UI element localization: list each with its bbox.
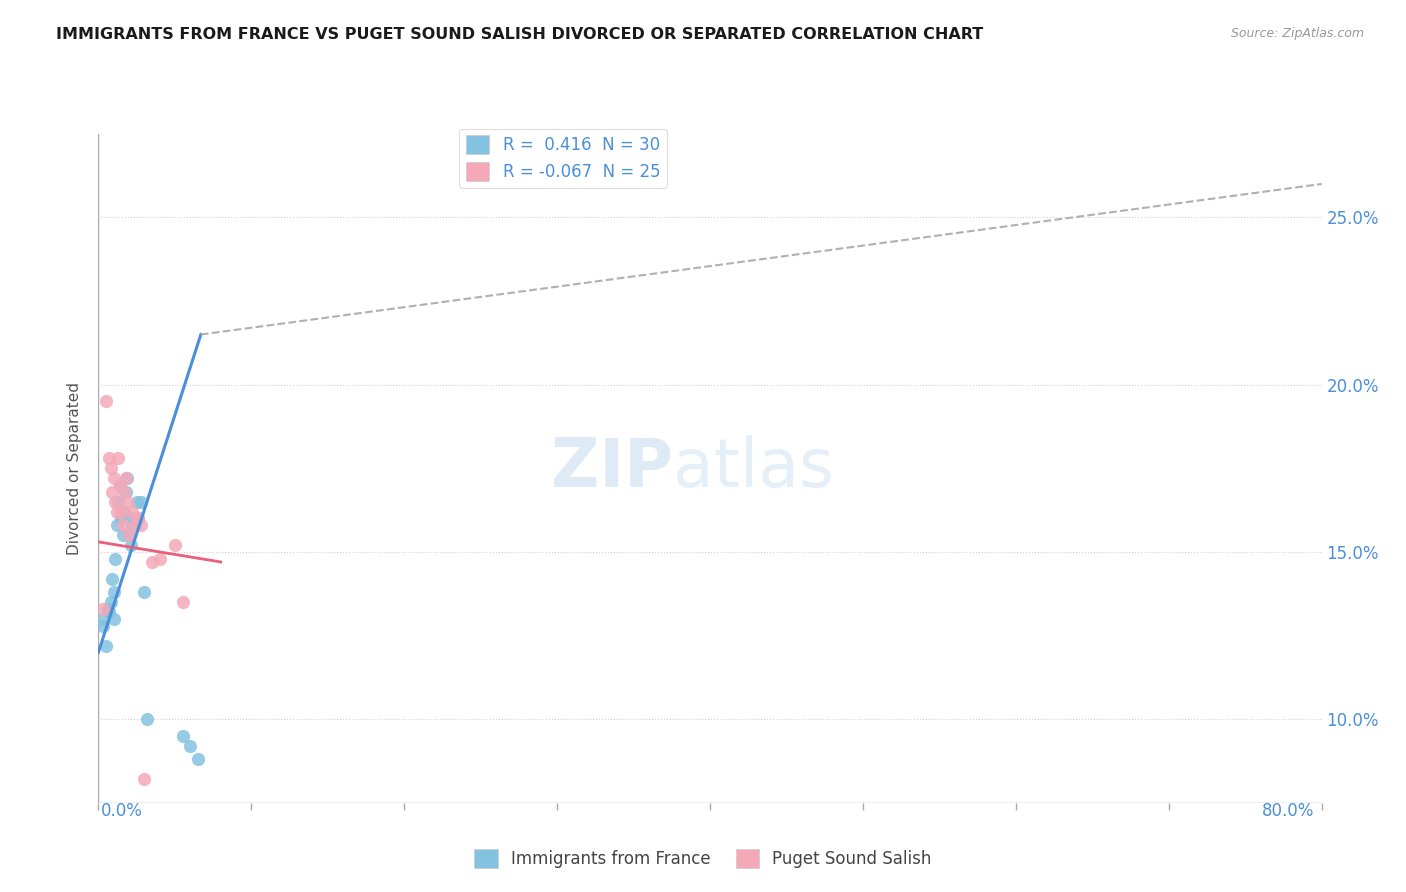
Point — [127, 511, 149, 525]
Legend: R =  0.416  N = 30, R = -0.067  N = 25: R = 0.416 N = 30, R = -0.067 N = 25 — [460, 128, 666, 187]
Point — [134, 585, 156, 599]
Point — [108, 478, 131, 492]
Point — [136, 712, 159, 726]
Point — [115, 471, 138, 485]
Point — [117, 494, 139, 508]
Text: atlas: atlas — [673, 435, 834, 501]
Point — [98, 605, 121, 619]
Text: 80.0%: 80.0% — [1263, 802, 1315, 820]
Point — [124, 518, 146, 533]
Point — [163, 538, 186, 552]
Text: Source: ZipAtlas.com: Source: ZipAtlas.com — [1230, 27, 1364, 40]
Point — [103, 612, 125, 626]
Point — [179, 739, 201, 753]
Text: 0.0%: 0.0% — [101, 802, 143, 820]
Y-axis label: Divorced or Separated: Divorced or Separated — [67, 382, 83, 555]
Point — [112, 484, 135, 499]
Point — [98, 451, 121, 466]
Point — [172, 729, 194, 743]
Point — [110, 505, 132, 519]
Point — [172, 595, 194, 609]
Point — [120, 538, 142, 552]
Point — [97, 601, 120, 615]
Point — [141, 555, 163, 569]
Point — [134, 772, 156, 787]
Point — [129, 494, 152, 508]
Point — [91, 612, 114, 626]
Point — [111, 528, 134, 542]
Point — [121, 518, 143, 533]
Point — [117, 471, 139, 485]
Point — [105, 518, 128, 533]
Point — [107, 494, 129, 508]
Point — [91, 618, 114, 632]
Text: ZIP: ZIP — [551, 435, 673, 501]
Point — [104, 494, 127, 508]
Point — [127, 511, 149, 525]
Point — [115, 484, 138, 499]
Point — [94, 394, 117, 409]
Point — [100, 461, 122, 475]
Point — [105, 505, 128, 519]
Point — [129, 518, 152, 533]
Point — [111, 518, 134, 533]
Point — [118, 528, 141, 542]
Point — [103, 471, 125, 485]
Point — [125, 494, 148, 508]
Point — [107, 451, 129, 466]
Point — [121, 505, 143, 519]
Point — [149, 551, 172, 566]
Point — [101, 572, 124, 586]
Point — [101, 484, 124, 499]
Point — [118, 528, 141, 542]
Point — [112, 505, 135, 519]
Point — [187, 752, 209, 766]
Point — [104, 551, 127, 566]
Point — [100, 595, 122, 609]
Point — [94, 639, 117, 653]
Point — [91, 601, 114, 615]
Point — [103, 585, 125, 599]
Point — [108, 478, 131, 492]
Point — [110, 511, 132, 525]
Point — [122, 511, 145, 525]
Legend: Immigrants from France, Puget Sound Salish: Immigrants from France, Puget Sound Sali… — [468, 843, 938, 875]
Text: IMMIGRANTS FROM FRANCE VS PUGET SOUND SALISH DIVORCED OR SEPARATED CORRELATION C: IMMIGRANTS FROM FRANCE VS PUGET SOUND SA… — [56, 27, 983, 42]
